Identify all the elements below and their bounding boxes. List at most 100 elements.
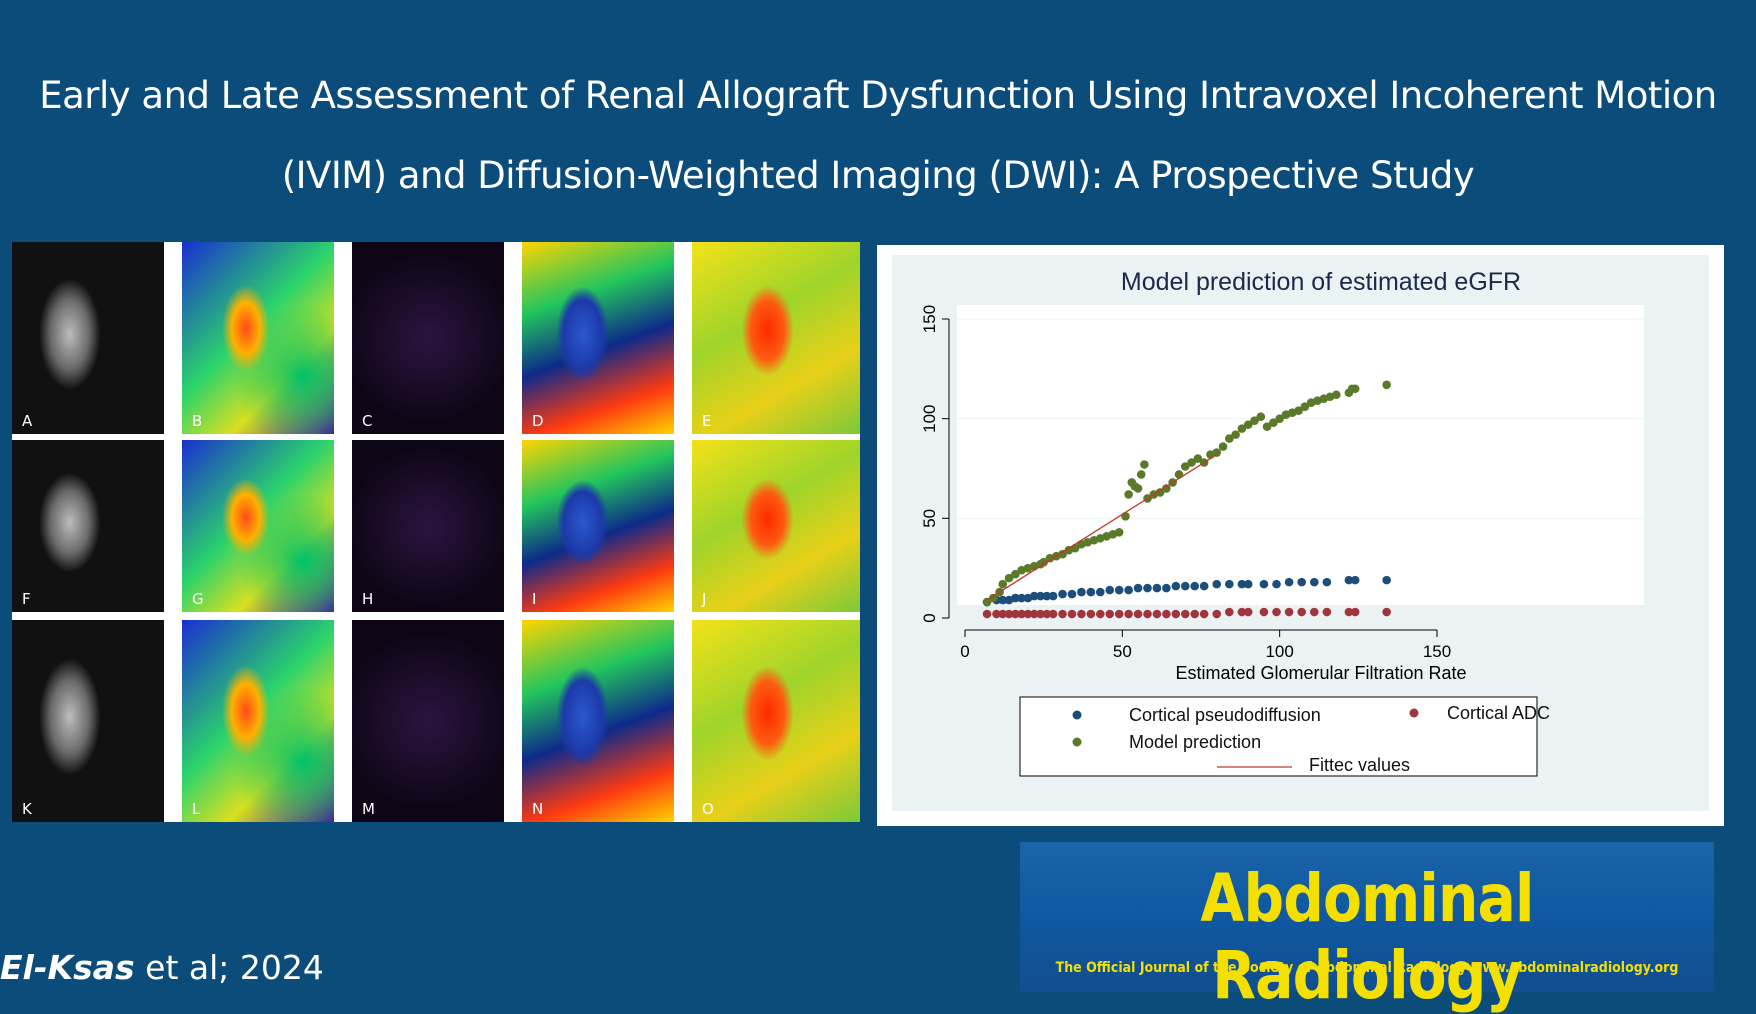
point-cortical-pseudodiffusion (1309, 577, 1319, 587)
legend-label: Fittec values (1309, 755, 1410, 775)
x-tick-label: 150 (1423, 642, 1451, 661)
point-cortical-pseudodiffusion (1036, 591, 1045, 601)
point-cortical-pseudodiffusion (1162, 583, 1171, 593)
chart-title: Model prediction of estimated eGFR (1121, 268, 1521, 296)
mri-panel-h: H (352, 440, 504, 612)
point-cortical-adc (1237, 607, 1247, 617)
point-cortical-pseudodiffusion (1199, 581, 1209, 591)
point-cortical-adc (1199, 609, 1209, 619)
point-cortical-pseudodiffusion (1124, 585, 1133, 595)
point-cortical-adc (1105, 609, 1115, 619)
point-cortical-pseudodiffusion (1212, 579, 1222, 589)
point-model-prediction (982, 597, 992, 607)
point-model-prediction (998, 579, 1008, 589)
point-cortical-pseudodiffusion (1284, 577, 1294, 587)
mri-panel-label: I (532, 590, 537, 608)
point-model-prediction (1004, 573, 1014, 583)
point-model-prediction (1332, 390, 1341, 400)
point-cortical-adc (1344, 607, 1354, 617)
point-cortical-pseudodiffusion (1350, 575, 1360, 585)
mri-panel-label: C (362, 412, 373, 430)
point-cortical-adc (1011, 609, 1020, 619)
mri-panel-label: J (702, 590, 707, 608)
point-cortical-adc (1171, 609, 1181, 619)
point-model-prediction (1058, 549, 1067, 559)
point-cortical-adc (1225, 607, 1234, 617)
y-tick-label: 150 (920, 305, 939, 333)
point-cortical-pseudodiffusion (1011, 593, 1020, 603)
point-cortical-adc (1036, 609, 1045, 619)
point-cortical-adc (1190, 609, 1200, 619)
mri-row-3: K L M N O (12, 620, 860, 822)
point-model-prediction (1124, 490, 1133, 499)
point-cortical-pseudodiffusion (1171, 581, 1181, 591)
journal-name: Abdominal Radiology (1200, 860, 1534, 1014)
point-cortical-adc (1124, 609, 1133, 619)
point-cortical-adc (1297, 607, 1306, 617)
point-cortical-pseudodiffusion (1344, 575, 1354, 585)
point-cortical-pseudodiffusion (1259, 579, 1269, 589)
point-cortical-pseudodiffusion (1042, 591, 1052, 601)
legend-label: Cortical ADC (1447, 703, 1550, 723)
point-model-prediction (1382, 380, 1391, 390)
point-cortical-adc (1067, 609, 1077, 619)
point-cortical-adc (1212, 609, 1222, 619)
legend-label: Cortical pseudodiffusion (1129, 705, 1321, 725)
point-cortical-adc (1322, 607, 1332, 617)
y-tick-label: 100 (920, 404, 939, 432)
x-tick-label: 0 (960, 642, 969, 661)
point-model-prediction (1212, 448, 1222, 457)
point-cortical-adc (1029, 609, 1039, 619)
mri-panel-label: E (702, 412, 712, 430)
point-cortical-adc (1058, 609, 1067, 619)
title-line-2: (IVIM) and Diffusion-Weighted Imaging (D… (281, 154, 1475, 197)
point-model-prediction (1121, 512, 1130, 521)
point-model-prediction (1237, 424, 1247, 433)
point-cortical-pseudodiffusion (1143, 583, 1152, 593)
point-cortical-adc (1243, 607, 1253, 617)
point-model-prediction (1269, 418, 1278, 427)
point-model-prediction (1256, 412, 1266, 421)
legend-box (1019, 696, 1538, 777)
point-cortical-pseudodiffusion (1058, 589, 1067, 599)
point-cortical-adc (1133, 609, 1143, 619)
legend-point-marker (1072, 737, 1082, 747)
point-cortical-pseudodiffusion (1029, 591, 1039, 601)
point-model-prediction (1162, 484, 1171, 493)
mri-panel-i: I (522, 440, 674, 612)
fitted-line (986, 453, 1218, 601)
point-cortical-pseudodiffusion (1237, 579, 1247, 589)
point-cortical-pseudodiffusion (1077, 587, 1086, 597)
citation-rest: et al; 2024 (134, 948, 324, 987)
point-model-prediction (1275, 414, 1284, 423)
point-cortical-adc (1284, 607, 1294, 617)
point-cortical-pseudodiffusion (1190, 581, 1200, 591)
mri-panel-label: N (532, 800, 544, 818)
point-cortical-pseudodiffusion (1133, 583, 1143, 593)
point-cortical-pseudodiffusion (1114, 585, 1124, 595)
point-model-prediction (1180, 462, 1190, 471)
mri-panel-o: O (692, 620, 860, 822)
point-model-prediction (1294, 406, 1303, 415)
point-model-prediction (1262, 422, 1272, 431)
title-line-1: Early and Late Assessment of Renal Allog… (39, 74, 1717, 117)
mri-image-grid: A B C D E F G H I J K L M N O (12, 242, 860, 822)
point-model-prediction (1039, 557, 1048, 567)
point-cortical-adc (1004, 609, 1014, 619)
point-cortical-adc (998, 609, 1008, 619)
x-tick-label: 50 (1113, 642, 1132, 661)
mri-panel-label: L (192, 800, 201, 818)
point-model-prediction (1155, 488, 1165, 497)
point-cortical-pseudodiffusion (998, 595, 1008, 605)
mri-panel-label: O (702, 800, 714, 818)
point-model-prediction (1114, 527, 1124, 537)
point-cortical-pseudodiffusion (1180, 581, 1190, 591)
point-cortical-adc (1114, 609, 1124, 619)
point-cortical-pseudodiffusion (1322, 577, 1332, 587)
point-cortical-pseudodiffusion (1152, 583, 1162, 593)
point-model-prediction (1133, 484, 1143, 493)
point-cortical-adc (1350, 607, 1360, 617)
point-cortical-adc (982, 609, 992, 619)
mri-panel-label: F (22, 590, 31, 608)
point-cortical-adc (1023, 609, 1033, 619)
